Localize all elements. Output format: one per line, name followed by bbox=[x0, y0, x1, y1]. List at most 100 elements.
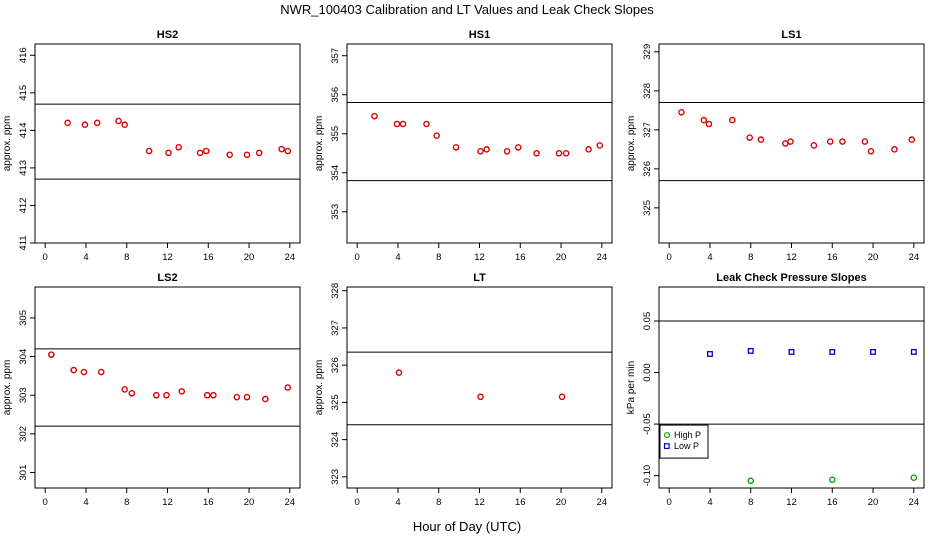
ls2-plot-frame bbox=[34, 286, 301, 489]
ls1-point bbox=[891, 146, 898, 153]
ls2-x-tick-label: 16 bbox=[203, 497, 214, 508]
leak-check-pressure-slopes-x-tick-label: 8 bbox=[748, 497, 753, 508]
ls1-y-tick-label: 327 bbox=[642, 122, 653, 138]
ls1-y-tick-label: 329 bbox=[642, 44, 653, 60]
leak-check-pressure-slopes-x-tick-label: 16 bbox=[827, 497, 838, 508]
hs1-point bbox=[555, 149, 563, 157]
hs1-plot-frame bbox=[346, 43, 613, 244]
ls1-x-tick-label: 0 bbox=[667, 252, 672, 263]
hs2-point bbox=[226, 151, 233, 159]
leak-check-pressure-slopes-high-p-point bbox=[747, 477, 755, 485]
lt-x-tick-label: 8 bbox=[436, 497, 441, 508]
x-axis-label: Hour of Day (UTC) bbox=[413, 519, 521, 534]
legend-marker-low-p bbox=[663, 443, 670, 449]
hs2-point bbox=[196, 149, 204, 157]
hs1-y-axis-label: approx. ppm bbox=[314, 116, 325, 172]
ls1-y-tick-label: 328 bbox=[642, 83, 653, 99]
hs2-y-tick-label: 416 bbox=[18, 47, 29, 63]
hs2-y-tick-label: 413 bbox=[18, 160, 29, 176]
hs1-y-tick-label: 355 bbox=[330, 126, 341, 142]
ls2-point bbox=[80, 368, 88, 376]
lt-x-tick-label: 4 bbox=[395, 497, 400, 508]
hs1-point bbox=[477, 148, 484, 155]
ls2-x-tick-label: 4 bbox=[83, 497, 88, 508]
hs2-point bbox=[64, 119, 71, 127]
ls2-point bbox=[284, 384, 292, 391]
hs1-point bbox=[423, 120, 430, 128]
leak-check-pressure-slopes-x-tick-label: 0 bbox=[667, 497, 672, 508]
hs1-point bbox=[399, 120, 407, 128]
leak-check-pressure-slopes-y-tick-label: 0.05 bbox=[642, 312, 653, 331]
panel-ls2: LS2 approx. ppm 0 4 8 12 16 20 24 301 302 303 304 305 bbox=[2, 272, 301, 508]
hs2-point bbox=[175, 143, 183, 151]
hs2-x-tick-label: 12 bbox=[162, 252, 173, 263]
ls1-x-tick-label: 4 bbox=[707, 252, 712, 263]
hs2-point bbox=[202, 147, 210, 155]
ls1-point bbox=[705, 120, 713, 128]
ls2-title: LS2 bbox=[157, 272, 177, 284]
leak-check-pressure-slopes-low-p-point bbox=[747, 347, 754, 354]
figure-title: NWR_100403 Calibration and LT Values and… bbox=[280, 2, 654, 17]
lt-y-tick-label: 324 bbox=[330, 432, 341, 448]
ls2-point bbox=[48, 351, 55, 358]
hs1-point bbox=[562, 149, 570, 157]
ls2-point bbox=[152, 391, 160, 399]
ls2-x-tick-label: 12 bbox=[162, 497, 173, 508]
ls2-x-tick-label: 0 bbox=[43, 497, 48, 508]
hs1-x-tick-label: 24 bbox=[597, 252, 608, 263]
legend-marker-high-p bbox=[663, 432, 670, 439]
leak-check-pressure-slopes-y-tick-label: -0.05 bbox=[642, 413, 653, 435]
hs1-y-tick-label: 356 bbox=[330, 87, 341, 103]
hs2-x-tick-label: 0 bbox=[43, 252, 48, 263]
lt-x-tick-label: 0 bbox=[355, 497, 360, 508]
ls2-y-tick-label: 302 bbox=[18, 426, 29, 442]
lt-y-tick-label: 328 bbox=[330, 283, 341, 299]
ls2-y-tick-label: 305 bbox=[18, 310, 29, 326]
panel-hs2: HS2 approx. ppm 0 4 8 12 16 20 24 411 412 413 414 415… bbox=[2, 29, 301, 263]
lt-x-tick-label: 24 bbox=[597, 497, 608, 508]
ls1-y-tick-label: 325 bbox=[642, 200, 653, 216]
hs1-y-tick-label: 354 bbox=[330, 165, 341, 181]
hs2-x-tick-label: 20 bbox=[244, 252, 255, 263]
hs2-title: HS2 bbox=[157, 29, 178, 41]
hs1-x-tick-label: 16 bbox=[515, 252, 526, 263]
leak-check-pressure-slopes-low-p-point bbox=[788, 348, 795, 355]
hs1-title: HS1 bbox=[469, 29, 490, 41]
leak-check-pressure-slopes-x-tick-label: 4 bbox=[707, 497, 712, 508]
ls2-point bbox=[203, 391, 211, 399]
lt-y-tick-label: 327 bbox=[330, 320, 341, 336]
ls1-x-tick-label: 12 bbox=[786, 252, 797, 263]
hs1-point bbox=[483, 146, 490, 153]
hs1-point bbox=[585, 146, 592, 153]
ls1-point bbox=[908, 136, 916, 143]
leak-check-pressure-slopes-low-p-point bbox=[910, 348, 917, 355]
hs2-point bbox=[284, 147, 292, 155]
hs1-point bbox=[433, 132, 440, 139]
ls2-point bbox=[233, 393, 241, 401]
hs2-point bbox=[93, 119, 101, 127]
legend-label-low-p: Low P bbox=[674, 441, 699, 451]
ls1-y-tick-label: 326 bbox=[642, 161, 653, 177]
lt-point bbox=[558, 393, 566, 401]
hs1-x-tick-label: 4 bbox=[395, 252, 400, 263]
hs2-point bbox=[243, 151, 251, 159]
ls2-point bbox=[262, 395, 269, 403]
hs2-x-tick-label: 16 bbox=[203, 252, 214, 263]
hs2-point bbox=[255, 149, 263, 157]
leak-check-pressure-slopes-y-axis-label: kPa per min bbox=[626, 361, 637, 414]
ls2-point bbox=[163, 391, 170, 399]
hs1-x-tick-label: 12 bbox=[474, 252, 485, 263]
hs1-x-tick-label: 0 bbox=[355, 252, 360, 263]
hs1-y-tick-label: 357 bbox=[330, 48, 341, 64]
hs1-point bbox=[452, 144, 460, 151]
hs2-point bbox=[145, 147, 153, 155]
ls2-point bbox=[97, 368, 105, 376]
lt-y-tick-label: 325 bbox=[330, 394, 341, 410]
ls2-point bbox=[128, 389, 136, 397]
leak-check-pressure-slopes-low-p-point bbox=[707, 351, 713, 357]
hs1-point bbox=[533, 149, 540, 157]
legend-box bbox=[659, 424, 709, 459]
